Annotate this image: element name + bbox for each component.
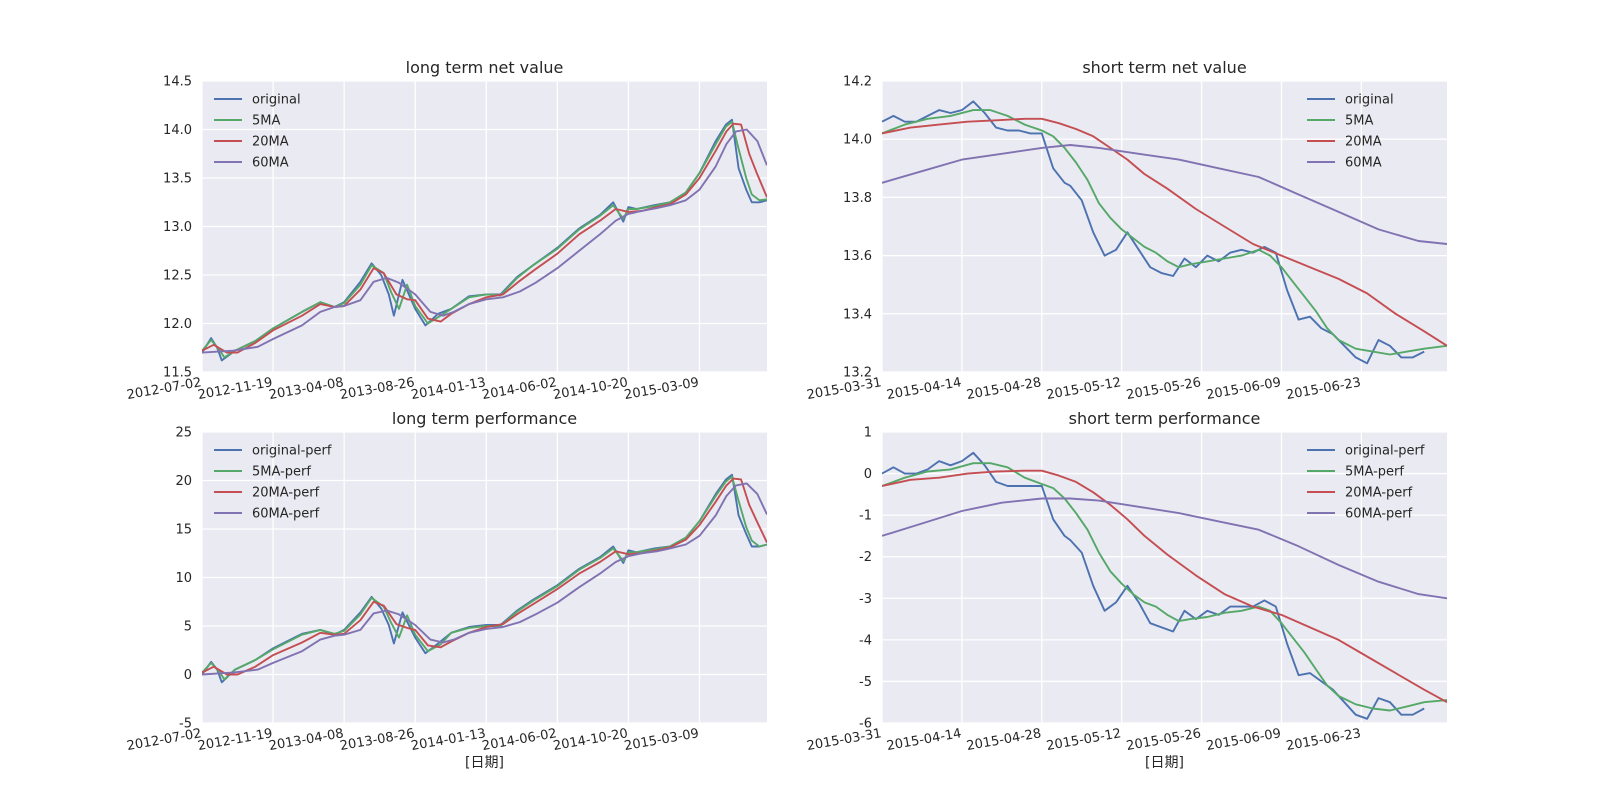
chart-title: short term net value [1082,58,1246,77]
legend-label: original-perf [252,444,332,459]
x-tick-label: 2012-11-19 [197,726,274,754]
legend-label: 5MA [1345,114,1373,129]
series-line-60MA [202,128,767,354]
y-tick-label: 11.5 [163,366,192,381]
x-tick-label: 2014-10-20 [552,726,629,754]
series-line-5MA [202,120,767,359]
x-tick-label: 2015-04-28 [965,375,1042,403]
x-tick-label: 2015-06-09 [1205,375,1282,403]
legend-label: 20MA [252,135,289,150]
legend-label: 20MA-perf [252,486,320,501]
y-tick-label: -2 [859,550,872,565]
y-tick-label: -3 [859,592,872,607]
y-tick-label: 14.0 [843,133,872,148]
legend: original-perf 5MA-perf 20MA-perf 60MA-perf [214,444,332,522]
y-tick-label: 13.2 [843,366,872,381]
series-line-20MA-perf [202,477,767,676]
x-tick-label: 2013-08-26 [339,375,416,403]
legend: original 5MA 20MA 60MA [214,93,301,171]
x-tick-label: 2015-06-23 [1285,726,1362,754]
legend-label: 60MA-perf [1345,507,1413,522]
chart-title: short term performance [1069,409,1261,428]
legend-label: 5MA-perf [1345,465,1404,480]
x-tick-label: 2015-05-12 [1045,726,1122,754]
x-tick-label: 2012-11-19 [197,375,274,403]
x-tick-label: 2015-05-26 [1125,726,1202,754]
y-tick-label: 13.0 [163,220,192,235]
series-line-60MA-perf [882,497,1447,600]
y-tick-label: 14.0 [163,123,192,138]
legend-label: 20MA-perf [1345,486,1413,501]
legend-label: 5MA [252,114,280,129]
y-tick-label: 10 [175,571,192,586]
x-tick-label: 2014-06-02 [481,375,558,403]
series-line-20MA-perf [882,469,1447,704]
x-tick-label: 2015-06-23 [1285,375,1362,403]
x-tick-label: 2014-01-13 [410,726,487,754]
legend-label: 5MA-perf [252,465,311,480]
legend-label: 60MA [252,156,289,171]
legend-label: original [1345,93,1394,108]
series-line-60MA-perf [202,482,767,676]
y-tick-label: 13.8 [843,191,872,206]
y-tick-label: 0 [864,467,872,482]
y-tick-label: -5 [179,717,192,732]
y-tick-label: 13.4 [843,307,872,322]
x-tick-label: 2015-05-12 [1045,375,1122,403]
x-tick-label: 2013-08-26 [339,726,416,754]
y-tick-label: 1 [864,426,872,441]
y-tick-label: 12.5 [163,269,192,284]
y-tick-label: 14.5 [163,75,192,90]
x-tick-label: 2015-04-28 [965,726,1042,754]
x-tick-label: 2015-06-09 [1205,726,1282,754]
x-tick-label: 2015-03-09 [623,375,700,403]
legend-label: original [252,93,301,108]
panel-p4: 2015-03-31 2015-04-14 2015-04-28 2015-05-12… [806,409,1447,771]
y-tick-label: -6 [859,717,872,732]
legend-label: 60MA [1345,156,1382,171]
x-axis-label: [日期] [465,755,504,771]
x-tick-label: 2015-04-14 [886,726,963,754]
series-line-20MA [882,117,1447,347]
x-tick-label: 2013-04-08 [268,375,345,403]
x-tick-label: 2015-05-26 [1125,375,1202,403]
chart-title: long term net value [406,58,564,77]
y-tick-label: 0 [184,668,192,683]
panel-p3: 2012-07-022012-11-192013-04-082013-08-26… [126,409,767,771]
y-tick-label: -1 [859,509,872,524]
legend: original-perf 5MA-perf 20MA-perf 60MA-perf [1307,444,1425,522]
chart-title: long term performance [392,409,577,428]
x-tick-label: 2015-03-09 [623,726,700,754]
x-tick-label: 2014-01-13 [410,375,487,403]
panel-p1: 2012-07-022012-11-192013-04-082013-08-26… [126,58,767,403]
y-tick-label: 20 [175,474,192,489]
series-line-20MA [202,122,767,354]
plot-area [882,81,1447,372]
legend-label: original-perf [1345,444,1425,459]
x-tick-label: 2015-04-14 [886,375,963,403]
legend-label: 60MA-perf [252,507,320,522]
y-tick-label: -4 [859,633,872,648]
y-tick-label: 25 [175,426,192,441]
plot-area [882,432,1447,723]
y-tick-label: 12.0 [163,317,192,332]
x-tick-label: 2014-10-20 [552,375,629,403]
x-axis-label: [日期] [1145,755,1184,771]
y-tick-label: 13.5 [163,172,192,187]
series-line-5MA-perf [202,475,767,681]
y-tick-label: 14.2 [843,75,872,90]
x-tick-label: 2013-04-08 [268,726,345,754]
series-line-60MA [882,144,1447,245]
y-tick-label: -5 [859,675,872,690]
x-tick-label: 2014-06-02 [481,726,558,754]
y-tick-label: 15 [175,523,192,538]
legend: original 5MA 20MA 60MA [1307,93,1394,171]
y-tick-label: 13.6 [843,249,872,264]
y-tick-label: 5 [184,620,192,635]
legend-label: 20MA [1345,135,1382,150]
panel-p2: 2015-03-31 2015-04-14 2015-04-28 2015-05-12… [806,58,1447,403]
